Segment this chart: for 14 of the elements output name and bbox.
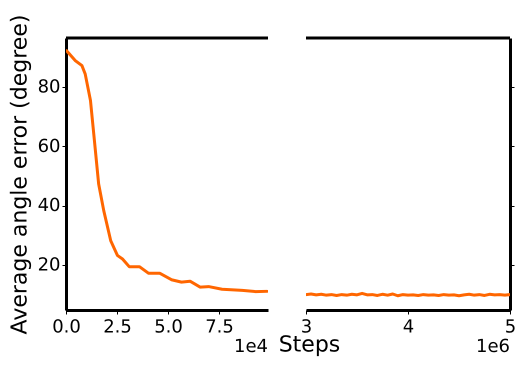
text: 1e4 [234, 336, 268, 357]
y-axis-title: Average angle error (degree) [8, 14, 33, 334]
line-series [66, 49, 268, 294]
y-tick-label: 20 [38, 254, 60, 276]
x-tick-label: 4 [402, 316, 414, 338]
x-tick-label: 5.0 [154, 316, 183, 338]
y-tick-label: 80 [38, 76, 60, 98]
y-tick-label: 40 [38, 195, 60, 216]
x-tick-label: 0.0 [52, 316, 81, 338]
text: 1e6 [476, 336, 510, 357]
x-tick-label: 2.5 [103, 316, 132, 338]
x-tick-label: 5 [504, 316, 516, 338]
x-tick-label: 7.5 [205, 316, 234, 338]
y-tick-label: 60 [38, 136, 60, 157]
